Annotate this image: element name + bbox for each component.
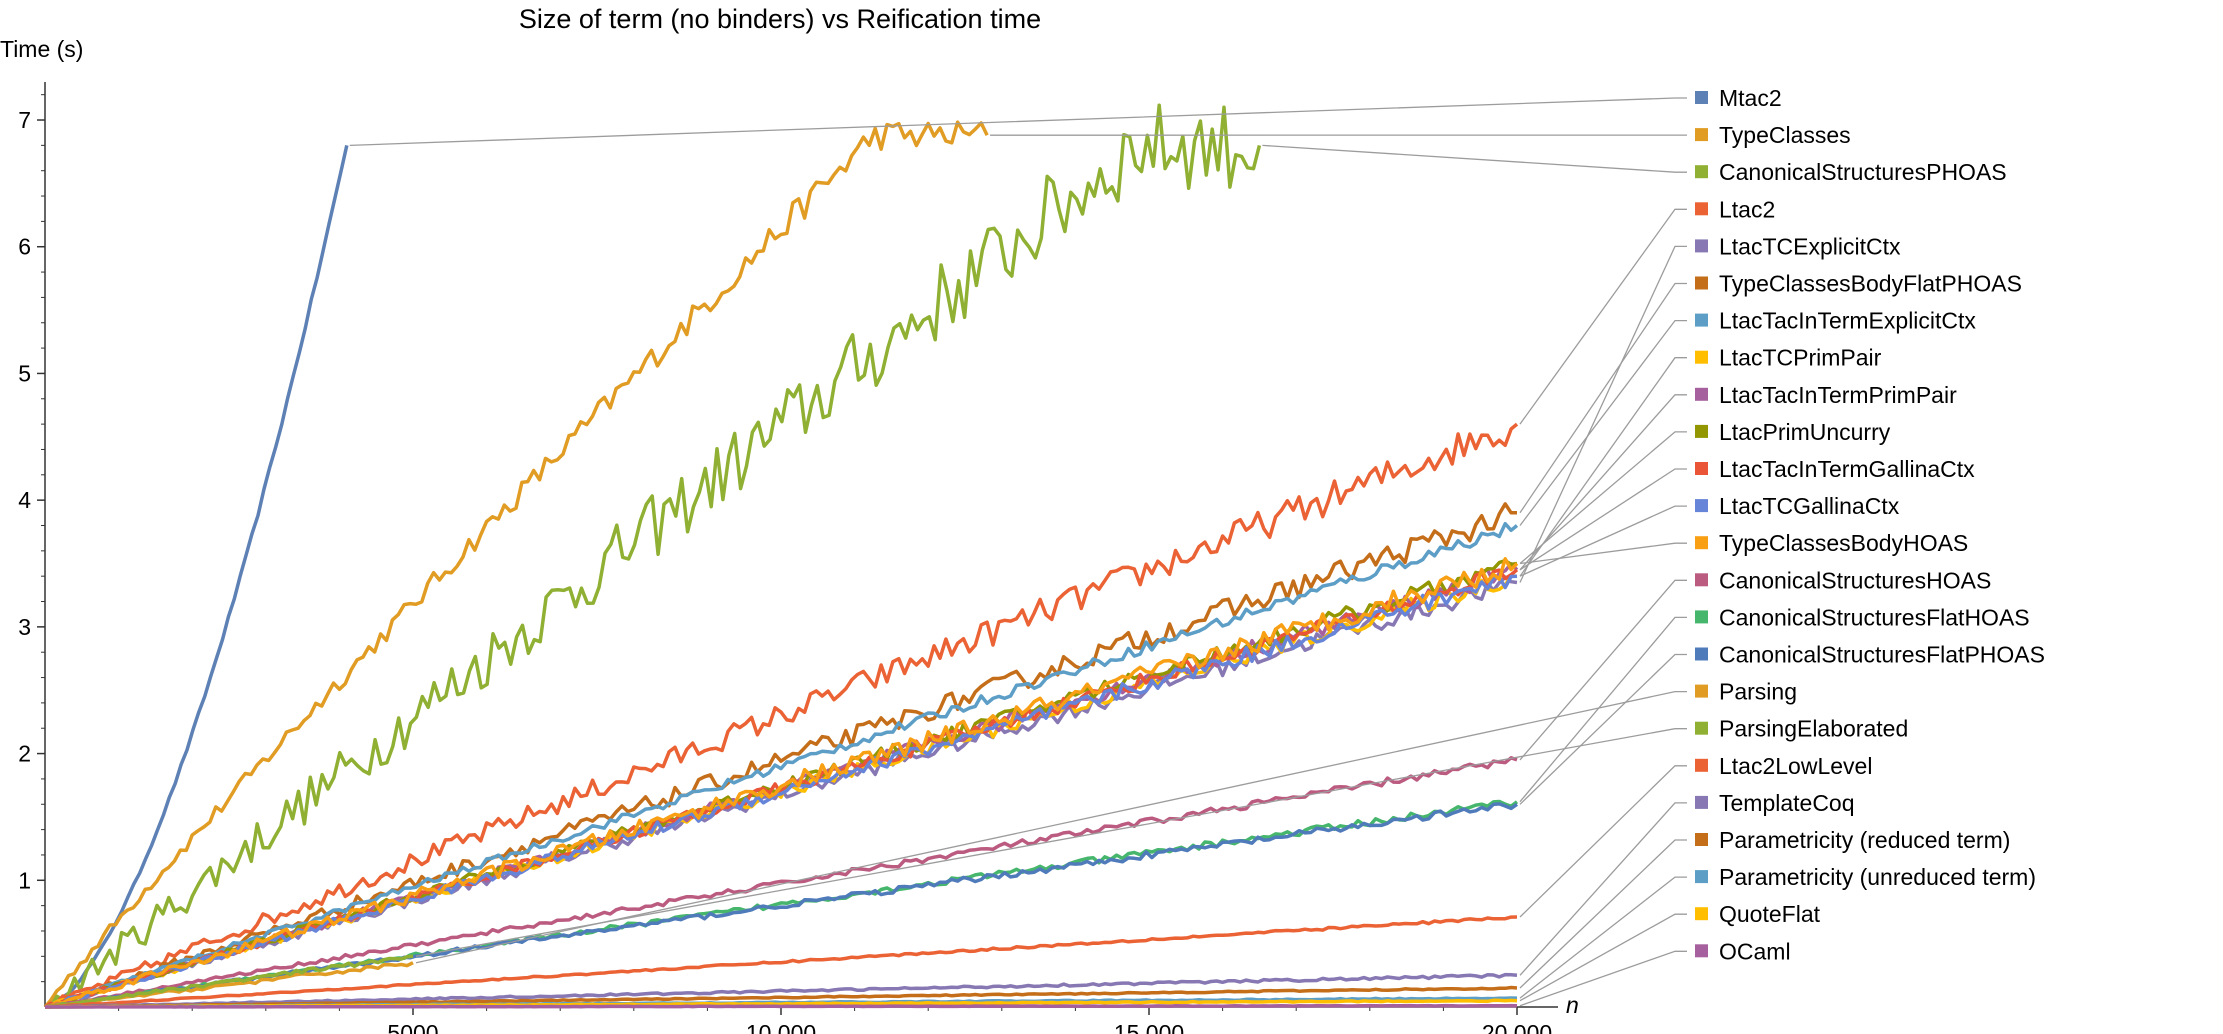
- legend-swatch: [1695, 721, 1708, 735]
- legend-label: TypeClassesBodyHOAS: [1719, 530, 1968, 556]
- legend-leader-line: [1519, 579, 1687, 761]
- legend-swatch: [1695, 276, 1708, 290]
- legend-label: CanonicalStructuresFlatHOAS: [1719, 604, 2030, 630]
- legend-swatch: [1695, 202, 1708, 216]
- legend-label: LtacTCPrimPair: [1719, 345, 1882, 371]
- legend-label: Parametricity (reduced term): [1719, 827, 2010, 853]
- legend-label: Ltac2: [1719, 196, 1775, 222]
- y-tick-label: 2: [18, 741, 31, 767]
- chart-title: Size of term (no binders) vs Reification…: [519, 4, 1041, 34]
- legend-swatch: [1695, 944, 1708, 958]
- legend-swatch: [1695, 424, 1708, 438]
- legend-leader-line: [1519, 542, 1687, 565]
- y-tick-label: 1: [18, 867, 31, 893]
- x-axis-label: n: [1566, 992, 1579, 1018]
- legend-label: CanonicalStructuresFlatPHOAS: [1719, 642, 2045, 668]
- legend-label: LtacTCExplicitCtx: [1719, 233, 1901, 259]
- legend-swatch: [1695, 313, 1708, 327]
- legend-leader-line: [1519, 616, 1687, 803]
- legend-leader-line: [1519, 765, 1687, 918]
- legend-leader-line: [1519, 357, 1687, 577]
- series-line: [44, 422, 1519, 1009]
- legend-leader-line: [1519, 653, 1687, 805]
- series-line: [44, 972, 1518, 1009]
- legend-leader-line: [1262, 144, 1687, 173]
- legend-leader-line: [1519, 802, 1687, 976]
- legend-label: Mtac2: [1719, 85, 1782, 111]
- legend-label: OCaml: [1719, 938, 1791, 964]
- legend-label: LtacTacInTermExplicitCtx: [1719, 308, 1976, 334]
- legend-swatch: [1695, 647, 1708, 661]
- legend-label: LtacPrimUncurry: [1719, 419, 1891, 445]
- legend-label: CanonicalStructuresHOAS: [1719, 567, 1991, 593]
- x-tick-label: 15 000: [1114, 1020, 1184, 1034]
- legend-leader-line: [1519, 839, 1687, 989]
- series-line: [44, 954, 414, 1009]
- legend-leader-line: [1519, 505, 1687, 577]
- legend-swatch: [1695, 165, 1708, 179]
- legend-swatch: [1695, 462, 1708, 475]
- legend-leader-line: [1519, 208, 1687, 425]
- legend-swatch: [1695, 795, 1708, 809]
- series-line: [44, 557, 1519, 1009]
- legend-swatch: [1695, 350, 1708, 364]
- y-tick-label: 4: [18, 487, 31, 513]
- legend-swatch: [1695, 499, 1708, 513]
- legend-label: ParsingElaborated: [1719, 716, 1908, 742]
- legend-swatch: [1695, 573, 1708, 587]
- series-line: [43, 120, 989, 1009]
- series-line: [45, 1003, 1518, 1009]
- legend-label: TypeClasses: [1719, 122, 1851, 148]
- series-line: [44, 521, 1519, 1009]
- legend-swatch: [1695, 128, 1708, 142]
- y-tick-label: 7: [18, 107, 31, 133]
- legend-label: LtacTacInTermPrimPair: [1719, 382, 1957, 408]
- legend-swatch: [1695, 610, 1708, 624]
- x-tick-label: 10 000: [746, 1020, 816, 1034]
- x-tick-label: 20 000: [1482, 1020, 1552, 1034]
- legend-leader-line: [415, 728, 1687, 957]
- legend-label: LtacTCGallinaCtx: [1719, 493, 1900, 519]
- legend-swatch: [1695, 387, 1708, 401]
- y-tick-label: 6: [18, 234, 31, 260]
- y-axis-label: Time (s): [0, 36, 83, 62]
- legend-leader-line: [1519, 319, 1687, 526]
- legend-label: TemplateCoq: [1719, 790, 1855, 816]
- legend-label: LtacTacInTermGallinaCtx: [1719, 456, 1975, 482]
- legend-label: QuoteFlat: [1719, 901, 1821, 927]
- legend-leader-line: [1519, 876, 1687, 999]
- legend-label: Parametricity (unreduced term): [1719, 864, 2036, 890]
- legend-leader-line: [1519, 950, 1687, 1007]
- legend-swatch: [1695, 758, 1708, 772]
- series-line: [44, 574, 1518, 1009]
- x-tick-label: 5000: [387, 1020, 438, 1034]
- legend-label: CanonicalStructuresPHOAS: [1719, 159, 2007, 185]
- legend-leader-line: [415, 690, 1687, 964]
- legend-leader-line: [1519, 431, 1687, 564]
- series-line: [44, 145, 349, 1009]
- legend-swatch: [1695, 536, 1708, 550]
- legend-leader-line: [1519, 913, 1687, 1002]
- legend-leader-line: [1519, 282, 1687, 514]
- legend-swatch: [1695, 907, 1708, 921]
- legend-leader-line: [1519, 468, 1687, 571]
- legend-leader-line: [1519, 245, 1687, 583]
- y-tick-label: 3: [18, 614, 31, 640]
- series-line: [44, 915, 1518, 1009]
- legend-swatch: [1695, 684, 1708, 698]
- legend-label: Ltac2LowLevel: [1719, 753, 1872, 779]
- legend-swatch: [1695, 870, 1708, 884]
- legend-label: Parsing: [1719, 679, 1797, 705]
- legend-label: TypeClassesBodyFlatPHOAS: [1719, 271, 2022, 297]
- legend-swatch: [1695, 833, 1708, 846]
- legend-leader-line: [1519, 394, 1687, 571]
- y-tick-label: 5: [18, 360, 31, 386]
- legend-swatch: [1695, 239, 1708, 253]
- legend-leader-line: [349, 97, 1687, 147]
- series-line: [45, 103, 1262, 1009]
- series-line: [44, 756, 1518, 1009]
- legend-swatch: [1695, 91, 1708, 104]
- series-line: [45, 802, 1518, 1009]
